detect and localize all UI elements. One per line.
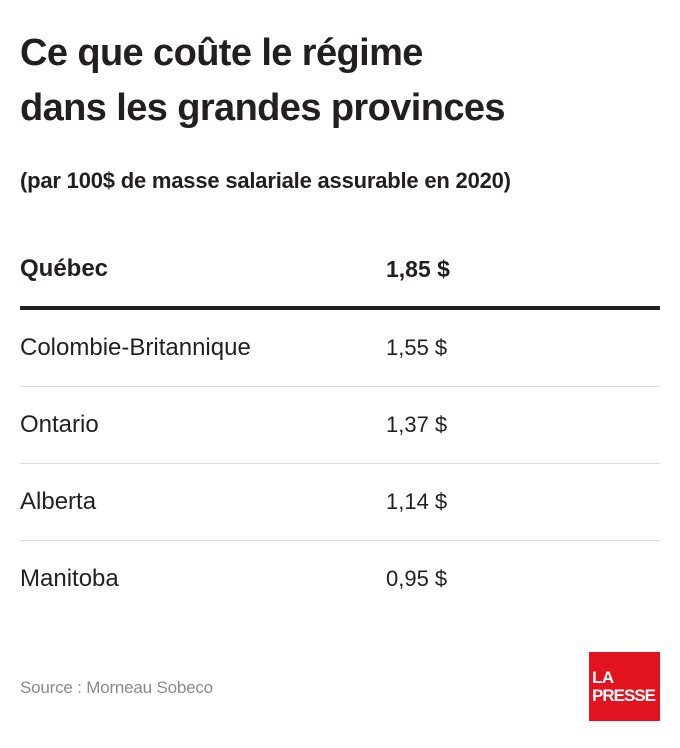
title-line-2: dans les grandes provinces [20,87,506,129]
table-cell-province: Ontario [20,411,99,438]
table-row: Manitoba 0,95 $ [20,541,660,617]
title-line-1: Ce que coûte le régime [20,32,423,74]
table-row: Colombie-Britannique 1,55 $ [20,310,660,387]
table-cell-value: 0,95 $ [386,566,448,591]
table-cell-value: 1,85 $ [386,256,450,282]
table-cell-province: Colombie-Britannique [20,334,251,361]
table-cell-province: Québec [20,255,109,282]
table-cell-province: Manitoba [20,565,119,592]
table-row: Ontario 1,37 $ [20,387,660,464]
cost-table: Québec 1,85 $ Colombie-Britannique 1,55 … [20,232,660,617]
logo-line-1: LA [592,667,614,687]
table-cell-value: 1,37 $ [386,412,448,437]
page-title: Ce que coûte le régime dans les grandes … [20,26,660,136]
table-cell-province: Alberta [20,488,97,515]
table-cell-value: 1,14 $ [386,489,448,514]
source-note: Source : Morneau Sobeco [20,678,213,697]
table-row: Alberta 1,14 $ [20,464,660,541]
table-row-quebec: Québec 1,85 $ [20,232,660,310]
table-cell-value: 1,55 $ [386,335,448,360]
subtitle: (par 100$ de masse salariale assurable e… [20,168,511,193]
logo-line-2: PRESSE [592,685,656,705]
la-presse-logo: LA PRESSE [589,652,660,721]
